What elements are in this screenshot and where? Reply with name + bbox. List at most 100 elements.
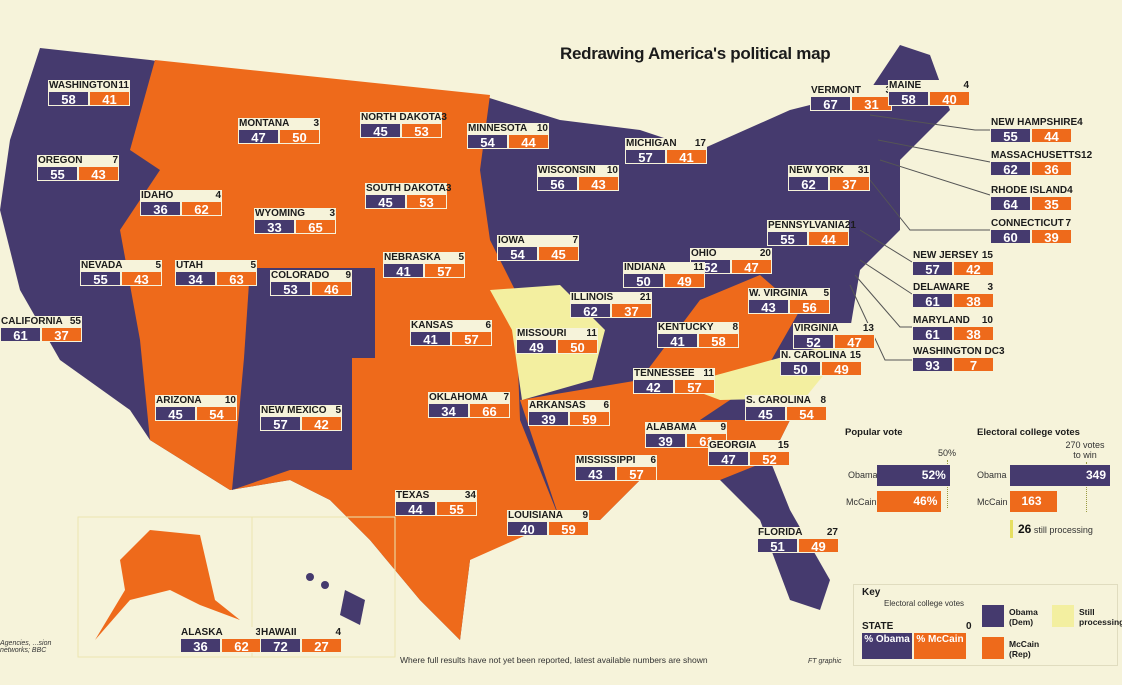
state-header: MAINE 4 xyxy=(888,80,970,91)
state-header: GEORGIA 15 xyxy=(708,440,790,451)
state-header: WISCONSIN 10 xyxy=(537,165,619,176)
state-label-texas: TEXAS 34 44 55 xyxy=(395,490,477,517)
state-results: 47 50 xyxy=(238,129,320,145)
state-name: N. CAROLINA xyxy=(781,350,847,361)
state-ev: 9 xyxy=(720,422,726,433)
state-results: 52 47 xyxy=(793,334,875,350)
state-ev: 11 xyxy=(703,368,714,379)
state-results: 61 37 xyxy=(0,327,82,343)
270-line xyxy=(1086,462,1087,512)
popular-mccain-bar: 46% xyxy=(877,491,942,512)
state-label-oregon: OREGON 7 55 43 xyxy=(37,155,119,182)
key-ev-label: Electoral college votes xyxy=(884,599,965,608)
state-header: MARYLAND 10 xyxy=(912,315,994,326)
map-hawaii-island xyxy=(306,573,314,581)
state-ev: 10 xyxy=(981,315,993,326)
obama-pct: 40 xyxy=(507,521,548,537)
obama-pct: 39 xyxy=(528,411,569,427)
state-results: 55 43 xyxy=(80,271,162,287)
state-header: ALABAMA 9 xyxy=(645,422,727,433)
state-results: 93 7 xyxy=(912,357,994,373)
state-header: NEW MEXICO 5 xyxy=(260,405,342,416)
state-ev: 7 xyxy=(572,235,578,246)
processing-label: still processing xyxy=(1033,525,1093,535)
obama-pct: 72 xyxy=(260,638,301,654)
obama-pct: 42 xyxy=(633,379,674,395)
state-header: NEW HAMPSHIRE 4 xyxy=(990,117,1083,128)
state-header: FLORIDA 27 xyxy=(757,527,839,538)
state-results: 49 50 xyxy=(516,339,598,355)
state-header: HAWAII 4 xyxy=(260,627,342,638)
key-obama-pct: % Obama xyxy=(862,633,912,659)
state-ev: 3 xyxy=(313,118,319,129)
state-ev: 6 xyxy=(485,320,491,331)
state-header: LOUISIANA 9 xyxy=(507,510,589,521)
obama-swatch xyxy=(982,605,1004,627)
obama-pct: 55 xyxy=(80,271,121,287)
key-mccain-pct: % McCain xyxy=(914,633,966,659)
state-header: OREGON 7 xyxy=(37,155,119,166)
state-header: WASHINGTON 11 xyxy=(48,80,130,91)
state-label-arizona: ARIZONA 10 45 54 xyxy=(155,395,237,422)
state-label-vermont: VERMONT36731 xyxy=(810,85,892,112)
mccain-pct: 7 xyxy=(953,357,994,373)
mccain-pct: 27 xyxy=(301,638,342,654)
state-header: KENTUCKY 8 xyxy=(657,322,739,333)
state-name: IOWA xyxy=(498,235,525,246)
state-ev: 8 xyxy=(820,395,826,406)
obama-pct: 62 xyxy=(570,303,611,319)
state-header: WASHINGTON DC 3 xyxy=(912,346,1005,357)
state-name: MAINE xyxy=(889,80,922,91)
mccain-pct: 40 xyxy=(929,91,970,107)
state-label-hawaii: HAWAII 4 72 27 xyxy=(260,627,342,654)
state-label-nevada: NEVADA 5 55 43 xyxy=(80,260,162,287)
mccain-pct: 58 xyxy=(698,333,739,349)
mccain-pct: 57 xyxy=(616,466,657,482)
mccain-pct: 62 xyxy=(221,638,262,654)
obama-pct: 45 xyxy=(745,406,786,422)
state-name: INDIANA xyxy=(624,262,666,273)
state-ev: 5 xyxy=(335,405,341,416)
state-label-iowa: IOWA 7 54 45 xyxy=(497,235,579,262)
state-name: VERMONT xyxy=(811,85,861,96)
state-results: 42 57 xyxy=(633,379,715,395)
state-label-kansas: KANSAS 6 41 57 xyxy=(410,320,492,347)
state-label-s-carolina: S. CAROLINA 8 45 54 xyxy=(745,395,827,422)
state-name: TENNESSEE xyxy=(634,368,695,379)
obama-pct: 93 xyxy=(912,357,953,373)
state-label-arkansas: ARKANSAS 6 39 59 xyxy=(528,400,610,427)
state-results: 57 41 xyxy=(625,149,707,165)
state-ev: 5 xyxy=(823,288,829,299)
state-ev: 12 xyxy=(1081,150,1093,161)
obama-pct: 55 xyxy=(767,231,808,247)
state-name: MICHIGAN xyxy=(626,138,677,149)
state-name: NEW MEXICO xyxy=(261,405,327,416)
state-header: S. CAROLINA 8 xyxy=(745,395,827,406)
state-header: MISSOURI 11 xyxy=(516,328,598,339)
state-ev: 3 xyxy=(255,627,261,638)
state-name: ARIZONA xyxy=(156,395,202,406)
state-label-maryland: MARYLAND 10 61 38 xyxy=(912,315,994,342)
mccain-pct: 54 xyxy=(196,406,237,422)
state-ev: 3 xyxy=(998,346,1005,357)
key-mccain: McCain (Rep) xyxy=(1009,639,1040,659)
state-results: 51 49 xyxy=(757,538,839,554)
state-name: MISSOURI xyxy=(517,328,567,339)
obama-pct: 45 xyxy=(360,123,401,139)
state-label-idaho: IDAHO 4 36 62 xyxy=(140,190,222,217)
obama-pct: 57 xyxy=(260,416,301,432)
mccain-pct: 31 xyxy=(851,96,892,112)
mccain-pct: 57 xyxy=(674,379,715,395)
obama-pct: 58 xyxy=(888,91,929,107)
state-results: 41 58 xyxy=(657,333,739,349)
key-obama: Obama (Dem) xyxy=(1009,607,1038,627)
state-results: 58 40 xyxy=(888,91,970,107)
state-header: MONTANA 3 xyxy=(238,118,320,129)
mccain-pct: 45 xyxy=(538,246,579,262)
obama-pct: 55 xyxy=(37,166,78,182)
state-label-michigan: MICHIGAN 17 57 41 xyxy=(625,138,707,165)
state-results: 43 57 xyxy=(575,466,657,482)
mccain-pct: 44 xyxy=(1031,128,1072,144)
mccain-pct: 41 xyxy=(89,91,130,107)
state-label-missouri: MISSOURI 11 49 50 xyxy=(516,328,598,355)
